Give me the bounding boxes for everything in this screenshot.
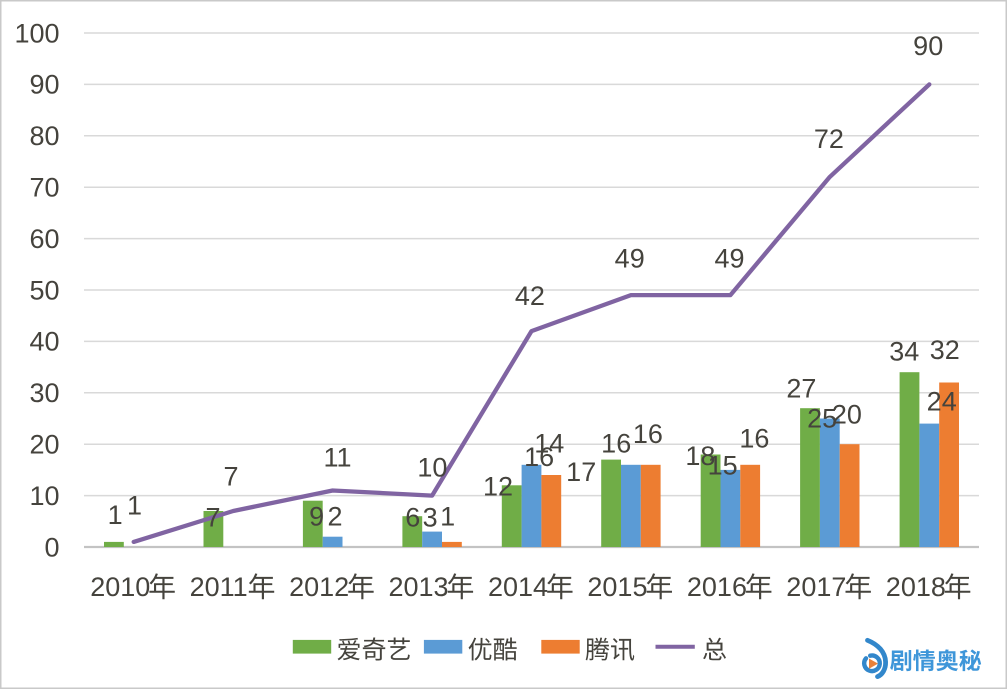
svg-text:100: 100 xyxy=(14,18,59,48)
svg-text:2013: 2013 xyxy=(389,572,449,602)
svg-text:2010: 2010 xyxy=(90,572,150,602)
svg-text:49: 49 xyxy=(714,244,744,274)
svg-text:34: 34 xyxy=(889,336,919,366)
svg-text:7: 7 xyxy=(223,461,238,491)
svg-text:15: 15 xyxy=(708,451,738,481)
svg-text:16: 16 xyxy=(739,424,769,454)
svg-text:49: 49 xyxy=(615,244,645,274)
svg-text:17: 17 xyxy=(566,457,596,487)
svg-text:20: 20 xyxy=(832,399,862,429)
svg-text:1: 1 xyxy=(440,502,455,532)
svg-text:40: 40 xyxy=(29,327,59,357)
svg-text:16: 16 xyxy=(633,419,663,449)
svg-text:2016: 2016 xyxy=(687,572,747,602)
svg-text:70: 70 xyxy=(29,173,59,203)
svg-text:72: 72 xyxy=(814,124,844,154)
svg-text:90: 90 xyxy=(29,70,59,100)
svg-text:30: 30 xyxy=(29,378,59,408)
svg-text:2018: 2018 xyxy=(886,572,946,602)
svg-text:27: 27 xyxy=(786,373,816,403)
svg-text:12: 12 xyxy=(483,471,513,501)
svg-text:42: 42 xyxy=(515,281,545,311)
svg-text:20: 20 xyxy=(29,430,59,460)
svg-text:1: 1 xyxy=(108,500,123,530)
svg-text:1: 1 xyxy=(127,490,142,520)
svg-text:3: 3 xyxy=(423,503,438,533)
svg-text:90: 90 xyxy=(913,31,943,61)
svg-text:14: 14 xyxy=(534,428,564,458)
svg-text:2015: 2015 xyxy=(587,572,647,602)
svg-text:11: 11 xyxy=(323,443,351,473)
svg-text:7: 7 xyxy=(205,503,220,533)
svg-text:2011: 2011 xyxy=(190,572,248,602)
svg-text:18: 18 xyxy=(685,441,715,471)
svg-text:9: 9 xyxy=(309,502,324,532)
svg-text:6: 6 xyxy=(405,503,420,533)
svg-text:16: 16 xyxy=(601,428,631,458)
svg-text:2017: 2017 xyxy=(786,572,846,602)
svg-text:2012: 2012 xyxy=(289,572,349,602)
svg-text:2: 2 xyxy=(327,501,342,531)
svg-text:32: 32 xyxy=(930,335,960,365)
svg-text:0: 0 xyxy=(44,532,59,562)
svg-text:10: 10 xyxy=(417,452,447,482)
svg-text:16: 16 xyxy=(524,442,554,472)
svg-text:60: 60 xyxy=(29,224,59,254)
svg-text:50: 50 xyxy=(29,275,59,305)
svg-text:25: 25 xyxy=(807,404,837,434)
svg-text:2014: 2014 xyxy=(488,572,548,602)
svg-text:80: 80 xyxy=(29,121,59,151)
svg-text:10: 10 xyxy=(29,481,59,511)
svg-text:24: 24 xyxy=(927,386,957,416)
